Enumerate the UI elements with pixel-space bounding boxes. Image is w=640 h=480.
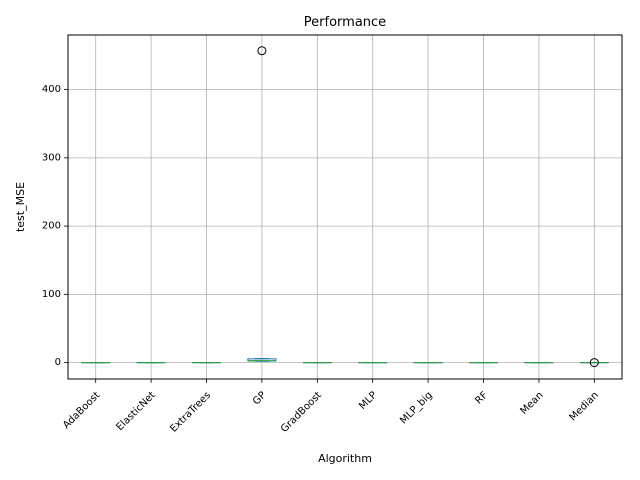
- plot-frame: [67, 34, 623, 380]
- outlier-point: [257, 46, 267, 56]
- chart-title: Performance: [304, 15, 386, 30]
- y-tick-label: 100: [42, 289, 61, 300]
- y-tick-label: 300: [42, 152, 61, 163]
- y-tick-label: 400: [42, 84, 61, 95]
- boxes: [81, 46, 609, 368]
- box-median: [579, 358, 609, 368]
- y-tick-label: 0: [55, 357, 61, 368]
- outlier-point: [589, 358, 599, 368]
- y-tick-label: 200: [42, 221, 61, 232]
- y-ticks: 0 100 200 300 400: [42, 84, 68, 368]
- box-gp: [247, 46, 277, 362]
- y-axis-label: test_MSE: [14, 182, 27, 232]
- x-axis-label: Algorithm: [318, 452, 372, 465]
